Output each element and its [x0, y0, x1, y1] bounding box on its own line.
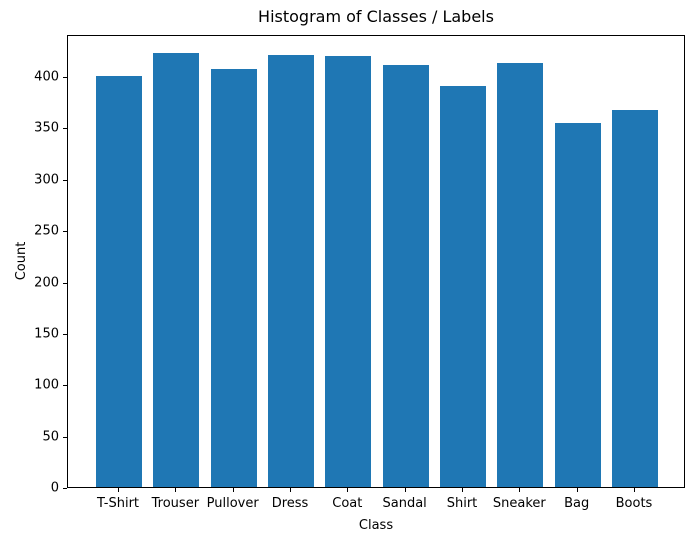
y-tick-mark — [63, 282, 67, 284]
plot-area — [67, 35, 685, 488]
x-tick-mark — [519, 488, 521, 492]
x-tick-mark — [118, 488, 120, 492]
chart-title: Histogram of Classes / Labels — [258, 7, 494, 26]
x-tick-mark — [232, 488, 234, 492]
bar-trouser — [153, 52, 200, 487]
y-tick-label: 300 — [34, 172, 59, 188]
y-tick-mark — [63, 436, 67, 438]
x-tick-label: Dress — [271, 496, 309, 511]
bar-bag — [554, 123, 601, 487]
x-tick-label: Pullover — [206, 496, 259, 511]
y-tick-label: 100 — [34, 377, 59, 393]
x-tick-label: Sandal — [382, 496, 427, 511]
x-tick-mark — [404, 488, 406, 492]
y-tick-mark — [63, 333, 67, 335]
bar-coat — [325, 55, 372, 487]
y-tick-label: 200 — [34, 275, 59, 291]
y-tick-mark — [63, 385, 67, 387]
bar-shirt — [440, 86, 486, 487]
bar-sneaker — [497, 62, 544, 487]
y-tick-label: 150 — [34, 326, 59, 342]
y-tick-label: 400 — [34, 69, 59, 85]
x-tick-mark — [290, 488, 291, 492]
bar-sandal — [382, 64, 429, 487]
bar-dress — [268, 54, 314, 487]
x-tick-label: T-Shirt — [97, 496, 140, 511]
y-tick-label: 250 — [34, 223, 59, 239]
y-tick-mark — [63, 77, 67, 79]
x-tick-mark — [175, 488, 177, 492]
x-tick-label: Shirt — [446, 496, 478, 511]
x-tick-mark — [576, 488, 578, 492]
x-axis-label: Class — [358, 518, 394, 533]
x-tick-mark — [633, 488, 635, 492]
y-tick-mark — [63, 488, 67, 489]
x-tick-label: Bag — [564, 496, 590, 511]
x-tick-label: Coat — [332, 496, 363, 511]
y-tick-mark — [63, 128, 67, 130]
bar-boots — [612, 110, 658, 487]
x-tick-mark — [347, 488, 349, 492]
bar-pullover — [210, 68, 257, 487]
bar-t-shirt — [96, 76, 142, 487]
x-tick-label: Sneaker — [492, 496, 546, 511]
y-tick-label: 0 — [50, 480, 59, 496]
y-tick-mark — [63, 179, 67, 181]
x-tick-mark — [461, 488, 463, 492]
y-tick-mark — [63, 231, 67, 233]
y-tick-label: 350 — [34, 120, 59, 136]
x-tick-label: Boots — [615, 496, 653, 511]
x-tick-label: Trouser — [151, 496, 200, 511]
y-tick-label: 50 — [42, 429, 59, 445]
